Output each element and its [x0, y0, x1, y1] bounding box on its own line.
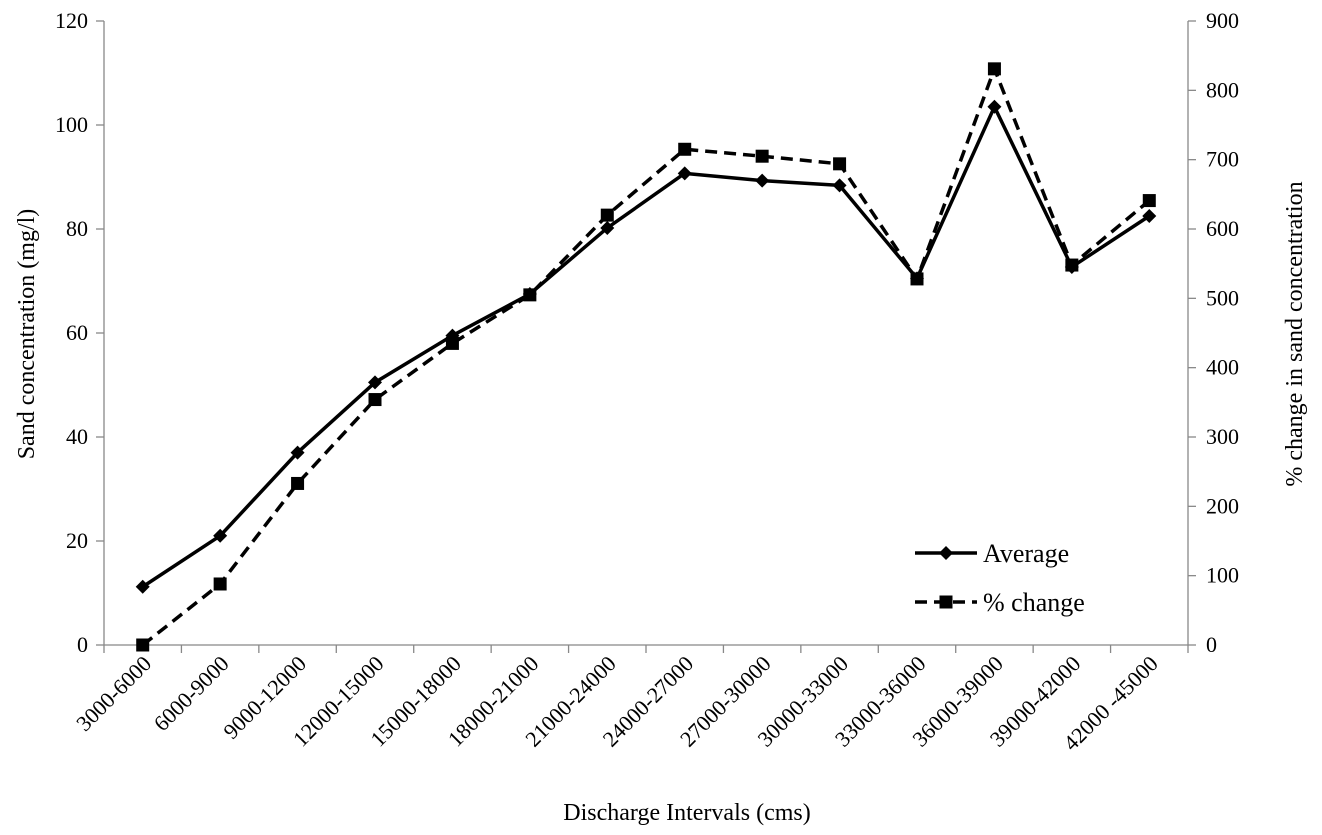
y-tick-label: 20 — [66, 528, 88, 553]
data-point-square — [445, 336, 459, 350]
data-point-diamond — [755, 173, 770, 188]
y2-tick-label: 400 — [1206, 355, 1239, 380]
series-line-average — [141, 105, 1151, 589]
data-point-diamond — [135, 579, 150, 594]
data-point-diamond — [832, 178, 847, 193]
y-tick-label: 60 — [66, 320, 88, 345]
y2-tick-label: 700 — [1206, 147, 1239, 172]
data-point-square — [136, 638, 150, 652]
y2-tick-label: 100 — [1206, 563, 1239, 588]
y2-tick-label: 600 — [1206, 216, 1239, 241]
data-point-square — [678, 142, 692, 156]
legend-marker-diamond — [939, 546, 953, 560]
y-tick-label: 80 — [66, 216, 88, 241]
y2-tick-label: 800 — [1206, 77, 1239, 102]
x-axis-title: Discharge Intervals (cms) — [563, 800, 810, 826]
y-tick-label: 120 — [55, 8, 88, 33]
chart-series — [135, 62, 1157, 652]
legend-label: Average — [983, 539, 1069, 568]
y2-axis-title: % change in sand concentration — [1282, 181, 1308, 486]
y-tick-label: 0 — [77, 632, 88, 657]
x-tick-label: 3000-6000 — [71, 651, 156, 736]
data-point-square — [833, 157, 847, 171]
y-axis-title: Sand concentration (mg/l) — [14, 209, 40, 460]
data-point-square — [523, 288, 537, 302]
data-point-diamond — [213, 528, 228, 543]
y2-tick-label: 900 — [1206, 8, 1239, 33]
data-point-diamond — [1142, 209, 1157, 223]
y-tick-label: 40 — [66, 424, 88, 449]
data-point-square — [755, 149, 769, 163]
legend-label: % change — [983, 588, 1085, 617]
chart-legend: Average % change — [915, 539, 1085, 617]
y2-tick-label: 200 — [1206, 493, 1239, 518]
data-point-square — [1142, 194, 1156, 208]
data-point-square — [910, 272, 924, 286]
data-point-diamond — [987, 99, 1002, 114]
legend-marker-square — [939, 595, 953, 609]
data-point-square — [600, 208, 614, 222]
y2-tick-label: 300 — [1206, 424, 1239, 449]
data-point-square — [213, 577, 227, 591]
data-point-diamond — [368, 375, 382, 390]
y2-tick-label: 500 — [1206, 285, 1239, 310]
data-point-diamond — [677, 166, 692, 181]
data-point-square — [1065, 258, 1079, 272]
series-line-pct-change — [141, 67, 1151, 647]
y-tick-label: 100 — [55, 112, 88, 137]
data-point-square — [291, 476, 305, 490]
data-point-diamond — [290, 445, 305, 460]
y2-tick-label: 0 — [1206, 632, 1217, 657]
chart-axes: 0 20 40 60 80 100 120 0 100 200 300 400 500 600 700 800… — [55, 8, 1239, 755]
data-point-square — [368, 393, 382, 407]
data-point-square — [987, 62, 1001, 76]
data-point-diamond — [600, 220, 615, 235]
